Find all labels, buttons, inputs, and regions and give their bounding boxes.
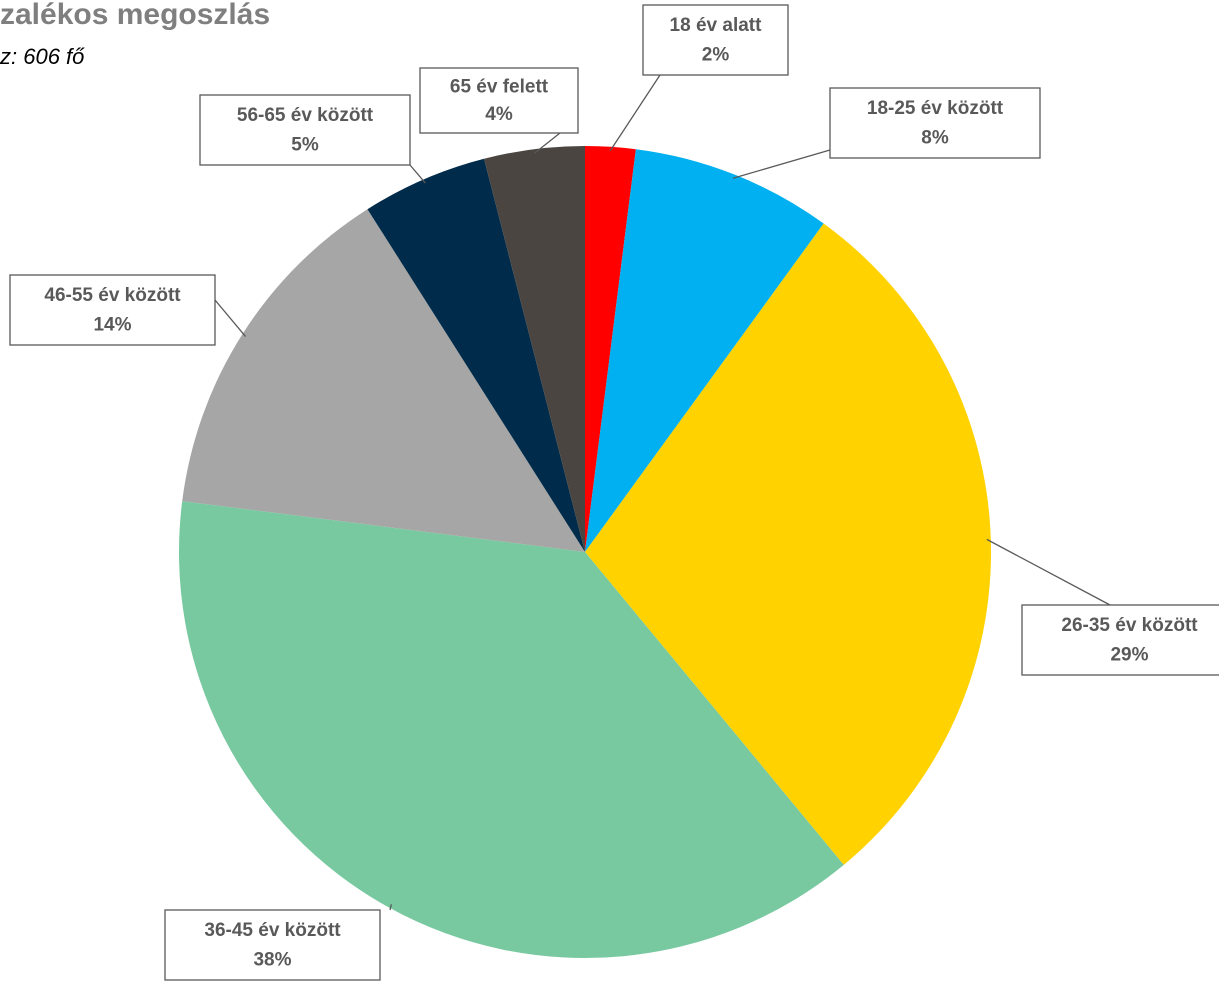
data-label-name: 46-55 év között xyxy=(44,285,181,306)
pie-slice xyxy=(585,223,991,865)
data-label-value: 38% xyxy=(253,949,291,970)
data-label-name: 18-25 év között xyxy=(867,98,1004,119)
label-box xyxy=(164,909,381,981)
data-label-name: 56-65 év között xyxy=(237,105,374,126)
pie-slice xyxy=(484,146,585,552)
data-label-name: 65 év felett xyxy=(450,77,549,98)
data-label-value: 5% xyxy=(291,134,319,155)
data-label-value: 2% xyxy=(702,44,730,65)
leader-line xyxy=(732,149,831,179)
data-label-name: 26-35 év között xyxy=(1061,615,1198,636)
label-box xyxy=(642,4,789,76)
data-label-value: 29% xyxy=(1110,644,1148,665)
pie-slice xyxy=(182,209,586,552)
leader-line xyxy=(986,538,1111,606)
leader-line xyxy=(609,74,661,152)
pie-slice xyxy=(585,146,636,552)
data-label-value: 4% xyxy=(485,104,513,125)
label-box xyxy=(419,67,579,134)
label-box xyxy=(199,94,411,166)
leader-line xyxy=(409,164,426,184)
leader-line xyxy=(389,904,392,911)
label-box xyxy=(1021,604,1219,676)
data-label-value: 14% xyxy=(93,314,131,335)
chart-title: zalékos megoszlás xyxy=(0,0,270,31)
leader-line xyxy=(534,132,561,154)
data-label-name: 18 év alatt xyxy=(670,15,763,36)
data-label-name: 36-45 év között xyxy=(204,920,341,941)
leader-line xyxy=(214,299,247,338)
pie-slice xyxy=(585,149,824,553)
chart-subtitle: z: 606 fő xyxy=(0,44,85,69)
data-label-value: 8% xyxy=(921,127,949,148)
label-box xyxy=(9,274,216,346)
pie-slice xyxy=(179,501,844,958)
label-box xyxy=(829,87,1041,159)
pie-slice xyxy=(367,158,585,552)
